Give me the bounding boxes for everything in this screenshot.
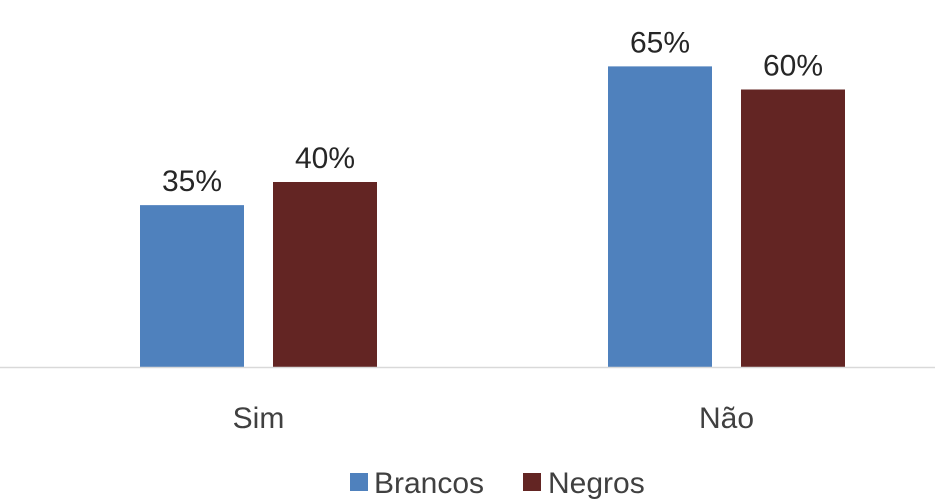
bars-group xyxy=(140,66,845,368)
category-labels-group: Sim Não xyxy=(233,402,754,435)
data-label-nao-negros: 60% xyxy=(763,50,823,83)
legend: Brancos Negros xyxy=(350,467,645,499)
bar-nao-brancos xyxy=(608,66,712,368)
bar-sim-brancos xyxy=(140,205,244,368)
data-label-nao-brancos: 65% xyxy=(630,26,690,59)
legend-swatch-brancos xyxy=(350,473,368,491)
bar-nao-negros xyxy=(741,89,845,367)
category-label: Não xyxy=(699,402,754,435)
legend-label-negros: Negros xyxy=(548,467,645,499)
legend-swatch-negros xyxy=(523,473,541,491)
legend-label-brancos: Brancos xyxy=(374,467,484,499)
data-label-sim-brancos: 35% xyxy=(162,165,222,198)
data-labels-group: 35% 40% 65% 60% xyxy=(162,26,823,198)
data-label-sim-negros: 40% xyxy=(295,142,355,175)
category-label: Sim xyxy=(233,402,285,435)
bar-sim-negros xyxy=(273,182,377,367)
